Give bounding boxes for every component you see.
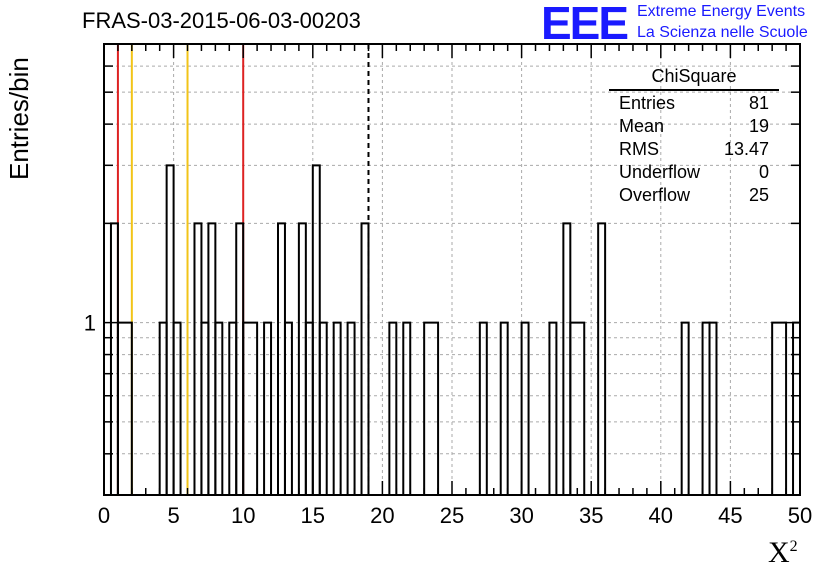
x-tick-label: 25	[440, 503, 464, 528]
x-tick-label: 20	[370, 503, 394, 528]
axis-tick-labels: 0 5 10 15 20 25 30 35 40 45 50 1	[84, 311, 812, 528]
histogram-bar	[708, 321, 718, 495]
histogram-bar	[771, 321, 788, 495]
histogram-bar	[360, 222, 370, 495]
x-tick-label: 35	[579, 503, 603, 528]
histogram-bar	[158, 321, 168, 495]
stats-label: Underflow	[619, 162, 701, 182]
stats-row-underflow: Underflow 0	[609, 161, 779, 184]
stats-row-entries: Entries 81	[609, 92, 779, 115]
x-tick-label: 5	[167, 503, 179, 528]
axis-ticks	[103, 44, 801, 495]
histogram-bar	[388, 321, 398, 495]
histogram-bars	[109, 164, 801, 495]
histogram-bar	[311, 164, 321, 495]
histogram-bar	[423, 321, 440, 495]
stats-label: Overflow	[619, 185, 691, 205]
x-axis-label-exponent: 2	[789, 538, 798, 555]
logo-letters: EEE	[541, 0, 629, 49]
stats-label: Mean	[619, 116, 665, 136]
histogram-bar	[172, 321, 182, 495]
histogram-bar	[283, 321, 293, 495]
stats-value: 13.47	[723, 139, 769, 159]
histogram-bar	[792, 321, 801, 495]
histogram-bar	[228, 321, 238, 495]
stats-value: 81	[748, 93, 769, 113]
x-tick-label: 50	[788, 503, 812, 528]
histogram-bar	[116, 321, 133, 495]
histogram-bar	[520, 321, 530, 495]
histogram-bar	[214, 321, 224, 495]
x-tick-label: 0	[98, 503, 110, 528]
histogram-bar	[332, 321, 342, 495]
stats-row-rms: RMS 13.47	[609, 138, 779, 161]
histogram-bar	[597, 222, 607, 495]
histogram-bar	[165, 164, 175, 495]
x-axis-label: X2	[768, 536, 798, 570]
x-tick-label: 45	[718, 503, 742, 528]
logo-tagline-2: La Scienza nelle Scuole	[637, 24, 808, 41]
histogram-bar	[200, 321, 210, 495]
histogram-bar	[318, 321, 328, 495]
histogram-bar	[548, 321, 558, 495]
histogram-bar	[680, 321, 690, 495]
histogram-bar	[701, 321, 711, 495]
stats-box: ChiSquare Entries 81 Mean 19 RMS 13.47 U…	[609, 66, 779, 207]
histogram-bar	[304, 321, 314, 495]
stats-value: 25	[748, 185, 769, 205]
x-tick-label: 30	[509, 503, 533, 528]
histogram-bar	[569, 321, 586, 495]
chart-title: FRAS-03-2015-06-03-00203	[82, 8, 361, 33]
histogram-bar	[263, 321, 273, 495]
stats-row-overflow: Overflow 25	[609, 184, 779, 207]
stats-label: RMS	[619, 139, 659, 159]
grid-lines	[104, 44, 800, 495]
x-tick-label: 10	[231, 503, 255, 528]
stats-value: 19	[748, 116, 769, 136]
logo-tagline-1: Extreme Energy Events	[637, 3, 806, 20]
x-axis-label-base: X	[768, 536, 790, 569]
x-tick-label: 40	[649, 503, 673, 528]
stats-value: 0	[758, 162, 769, 182]
stats-row-mean: Mean 19	[609, 115, 779, 138]
histogram-bar	[478, 321, 488, 495]
histogram-bar	[242, 321, 259, 495]
histogram-bar	[346, 321, 356, 495]
histogram-bar	[402, 321, 412, 495]
x-tick-label: 15	[301, 503, 325, 528]
histogram-bar	[499, 321, 509, 495]
y-tick-label: 1	[84, 311, 96, 336]
stats-label: Entries	[619, 93, 676, 113]
stats-title: ChiSquare	[609, 66, 779, 91]
